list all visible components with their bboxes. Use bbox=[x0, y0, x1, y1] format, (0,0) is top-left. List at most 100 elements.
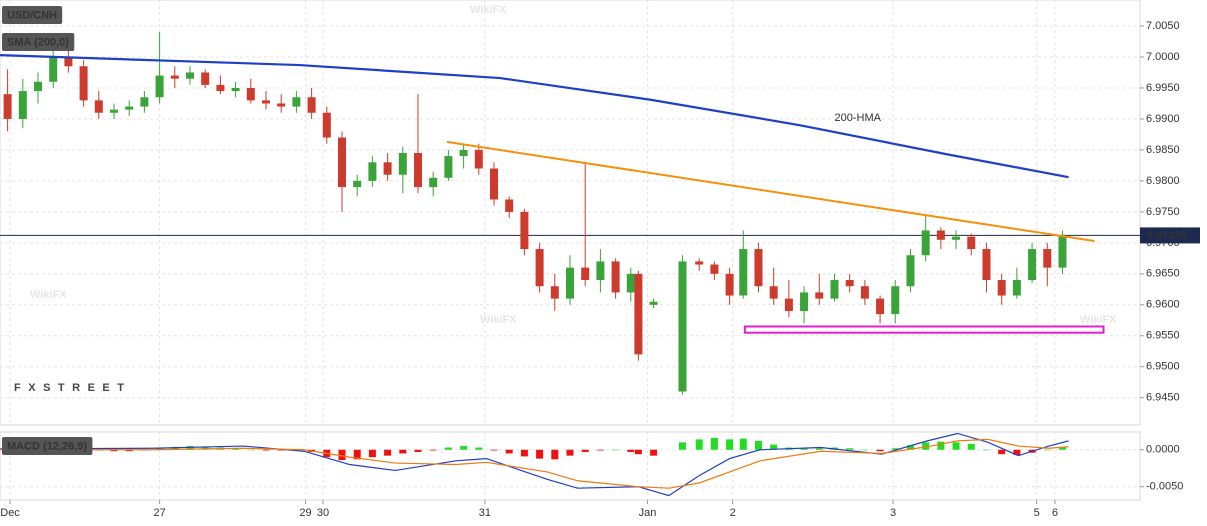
candle-body bbox=[876, 298, 885, 315]
candle-body bbox=[754, 249, 763, 287]
candle-body bbox=[170, 75, 179, 79]
histogram-bar bbox=[612, 449, 620, 451]
watermark: WikiFX bbox=[30, 289, 67, 301]
candle-body bbox=[140, 97, 149, 107]
candle-body bbox=[1028, 249, 1037, 281]
x-tick-label: 6 bbox=[1052, 507, 1058, 519]
histogram-bar bbox=[876, 449, 884, 452]
histogram-bar bbox=[739, 438, 747, 450]
candle-body bbox=[18, 91, 27, 119]
candle-body bbox=[678, 261, 687, 392]
y-tick-label: 7.0000 bbox=[1146, 51, 1180, 63]
histogram-bar bbox=[368, 449, 376, 458]
histogram-bar bbox=[952, 442, 960, 450]
legend-box bbox=[2, 437, 93, 455]
histogram-bar bbox=[726, 439, 734, 450]
histogram-bar bbox=[754, 440, 762, 450]
candle-body bbox=[490, 168, 498, 200]
histogram-bar bbox=[399, 449, 407, 454]
histogram-bar bbox=[846, 448, 854, 450]
candle-body bbox=[110, 109, 118, 113]
y-tick-label: 6.9450 bbox=[1146, 392, 1180, 404]
legend-label: MACD (12,26,9) bbox=[7, 440, 87, 452]
candle-body bbox=[155, 75, 164, 98]
candle-body bbox=[936, 230, 945, 240]
histogram-bar bbox=[906, 445, 914, 450]
histogram-bar bbox=[475, 447, 483, 450]
watermark-layer: WikiFX WikiFX WikiFX WikiFX bbox=[30, 4, 1117, 326]
legend-label: SMA (200,0) bbox=[7, 36, 69, 48]
histogram-bar bbox=[710, 437, 718, 450]
candle-body bbox=[596, 261, 605, 281]
histogram-bar bbox=[891, 448, 899, 450]
x-tick-label: 2 bbox=[730, 507, 736, 519]
histogram-bar bbox=[353, 449, 361, 460]
histogram-bar bbox=[967, 443, 975, 450]
candle-body bbox=[64, 56, 73, 67]
histogram-bar bbox=[695, 439, 703, 450]
histogram-bar bbox=[262, 449, 270, 451]
y-tick-label: 6.9800 bbox=[1146, 175, 1180, 187]
y-tick-label: 7.0050 bbox=[1146, 20, 1180, 32]
x-tick-label: 31 bbox=[479, 507, 491, 519]
candle-body bbox=[550, 286, 559, 299]
histogram-bar bbox=[922, 442, 930, 450]
candle-body bbox=[997, 280, 1006, 296]
histogram-bar bbox=[384, 449, 392, 456]
histogram-bar bbox=[861, 449, 869, 451]
candle-body bbox=[186, 72, 194, 79]
x-tick-label: Dec bbox=[0, 507, 20, 519]
histogram-bar bbox=[596, 449, 604, 451]
candle-body bbox=[292, 97, 301, 107]
candle-body bbox=[383, 162, 392, 175]
y-tick-label: 6.9850 bbox=[1146, 144, 1180, 156]
candle-body bbox=[695, 261, 704, 265]
histogram-bar bbox=[338, 449, 346, 461]
histogram-bar bbox=[800, 448, 808, 450]
candle-body bbox=[566, 267, 574, 299]
candle-body bbox=[353, 180, 362, 188]
x-tick-label: 30 bbox=[317, 507, 329, 519]
price-panel bbox=[0, 0, 1141, 426]
candle-body bbox=[262, 100, 270, 104]
candle-body bbox=[429, 177, 438, 188]
candle-body bbox=[581, 267, 590, 281]
candle-body bbox=[34, 81, 42, 92]
histogram-bar bbox=[505, 449, 513, 454]
histogram-bar bbox=[232, 448, 240, 450]
candle-body bbox=[322, 112, 331, 138]
watermark: WikiFX bbox=[480, 314, 517, 326]
candle-body bbox=[649, 301, 658, 305]
histogram-bar bbox=[627, 449, 635, 452]
candle-body bbox=[952, 236, 961, 240]
histogram-bar bbox=[247, 449, 255, 451]
candle-body bbox=[459, 149, 468, 157]
candle-body bbox=[535, 249, 544, 287]
candle-body bbox=[520, 211, 529, 250]
y-tick-label: 6.9650 bbox=[1146, 268, 1180, 280]
candle-body bbox=[845, 280, 854, 287]
candle-body bbox=[277, 103, 286, 107]
histogram-bar bbox=[520, 449, 528, 457]
candle-body bbox=[1043, 249, 1052, 268]
histogram-bar bbox=[581, 449, 589, 452]
histogram-bar bbox=[1058, 447, 1066, 450]
candle-body bbox=[815, 292, 824, 299]
x-tick-label: 3 bbox=[890, 507, 896, 519]
watermark: WikiFX bbox=[470, 4, 507, 16]
macd-line bbox=[0, 432, 1069, 497]
trendline bbox=[446, 140, 1095, 242]
histogram-bar bbox=[566, 449, 574, 456]
histogram-bar bbox=[982, 449, 990, 451]
histogram-bar bbox=[460, 446, 468, 450]
price-label-box bbox=[1140, 227, 1200, 244]
candle-body bbox=[921, 230, 930, 256]
histogram-bar bbox=[1013, 449, 1021, 455]
macd-panel bbox=[0, 431, 1141, 501]
candle-body bbox=[611, 261, 620, 293]
histogram-bar bbox=[634, 449, 642, 455]
x-tick-label: 5 bbox=[1034, 507, 1040, 519]
histogram-bar bbox=[277, 449, 285, 451]
candle-body bbox=[967, 236, 976, 250]
